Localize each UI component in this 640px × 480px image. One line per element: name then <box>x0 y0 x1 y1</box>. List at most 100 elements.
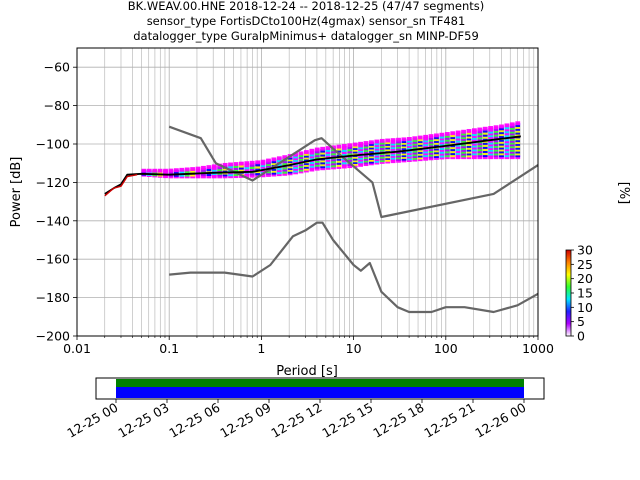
y-tick-label: −160 <box>36 252 70 267</box>
colorbar-label: [%] <box>616 182 631 205</box>
histogram-cell <box>471 151 477 156</box>
histogram-cell <box>504 131 510 136</box>
histogram-cell <box>206 172 212 177</box>
histogram-cell <box>482 136 488 141</box>
histogram-cell <box>320 152 326 157</box>
histogram-cell <box>228 164 233 169</box>
histogram-cell <box>233 164 239 168</box>
histogram-cell <box>331 153 336 158</box>
histogram-cell <box>320 162 326 167</box>
histogram-cell <box>336 165 342 169</box>
histogram-cell <box>325 163 331 168</box>
histogram-cell <box>206 165 212 169</box>
histogram-cell <box>341 146 347 150</box>
histogram-cell <box>444 155 450 160</box>
chart-title-line-3: datalogger_type GuralpMinimus+ datalogge… <box>133 29 479 43</box>
histogram-cell <box>504 127 510 132</box>
histogram-cell <box>455 136 461 141</box>
histogram-cell <box>341 158 347 163</box>
histogram-cell <box>444 132 450 136</box>
histogram-cell <box>499 139 504 144</box>
histogram-cell <box>320 160 326 165</box>
y-tick-label: −100 <box>36 137 70 152</box>
histogram-cell <box>249 173 255 178</box>
histogram-cell <box>211 164 217 169</box>
histogram-cell <box>450 139 456 144</box>
histogram-cell <box>282 161 288 166</box>
histogram-cell <box>314 147 320 152</box>
histogram-cell <box>341 150 347 155</box>
histogram-cell <box>276 156 282 161</box>
histogram-cell <box>504 141 510 146</box>
histogram-cell <box>244 163 250 168</box>
histogram-cell <box>450 145 456 150</box>
histogram-cell <box>471 128 477 133</box>
histogram-cell <box>255 171 261 176</box>
histogram-cell <box>325 150 331 154</box>
histogram-cell <box>450 137 456 142</box>
histogram-cell <box>228 174 233 179</box>
histogram-cell <box>379 138 385 143</box>
histogram-cell <box>276 172 282 177</box>
colorbar-tick-label: 15 <box>577 286 593 301</box>
histogram-cell <box>331 157 336 162</box>
coverage-segments-stripe <box>116 379 524 387</box>
histogram-cell <box>504 145 510 150</box>
histogram-cell <box>482 151 488 156</box>
colorbar-tick-label: 5 <box>577 314 585 329</box>
histogram-cell <box>504 149 510 154</box>
histogram-cell <box>428 134 434 139</box>
x-axis-ticks: 0.01 0.1 1 10 100 1000 <box>63 336 554 356</box>
histogram-cell <box>352 142 358 147</box>
histogram-cell <box>249 160 255 165</box>
histogram-cell <box>504 143 510 148</box>
histogram-cell <box>157 168 163 173</box>
histogram-cell <box>320 166 326 171</box>
histogram-cell <box>347 147 353 152</box>
histogram-cell <box>244 165 250 170</box>
histogram-cell <box>471 132 477 136</box>
histogram-cell <box>201 165 206 170</box>
histogram-cell <box>228 166 233 171</box>
histogram-cell <box>222 162 228 167</box>
histogram-cell <box>499 155 504 160</box>
psd-plot: 0.01 0.1 1 10 100 1000 −60 −80 −100 −120 −140 −160… <box>36 47 554 356</box>
histogram-cell <box>504 151 510 156</box>
histogram-cell <box>444 147 450 152</box>
histogram-cell <box>314 153 320 158</box>
histogram-cell <box>499 134 504 138</box>
histogram-cell <box>314 151 320 156</box>
histogram-cell <box>450 151 456 156</box>
histogram-cell <box>444 149 450 154</box>
histogram-cell <box>434 133 439 138</box>
histogram-cell <box>347 143 353 148</box>
histogram-cell <box>276 166 282 171</box>
histogram-cell <box>255 173 261 178</box>
histogram-cell <box>504 133 510 138</box>
histogram-cell <box>477 143 483 148</box>
histogram-cell <box>195 166 201 171</box>
histogram-cell <box>499 130 504 135</box>
histogram-cell <box>336 158 342 163</box>
histogram-cell <box>260 159 266 164</box>
histogram-cell <box>455 138 461 143</box>
histogram-cell <box>450 149 456 154</box>
histogram-cell <box>504 125 510 130</box>
histogram-cell <box>184 167 190 172</box>
histogram-cell <box>222 174 228 179</box>
histogram-cell <box>471 143 477 148</box>
histogram-cell <box>461 129 466 134</box>
histogram-cell <box>331 145 336 150</box>
histogram-cell <box>146 168 152 173</box>
histogram-cell <box>282 169 288 174</box>
histogram-cell <box>325 165 331 170</box>
histogram-cell <box>244 173 250 178</box>
histogram-cell <box>195 174 201 179</box>
histogram-cell <box>482 153 488 158</box>
histogram-cell <box>471 130 477 135</box>
y-tick-label: −80 <box>44 98 70 113</box>
histogram-cell <box>238 161 244 166</box>
histogram-cell <box>179 167 185 172</box>
